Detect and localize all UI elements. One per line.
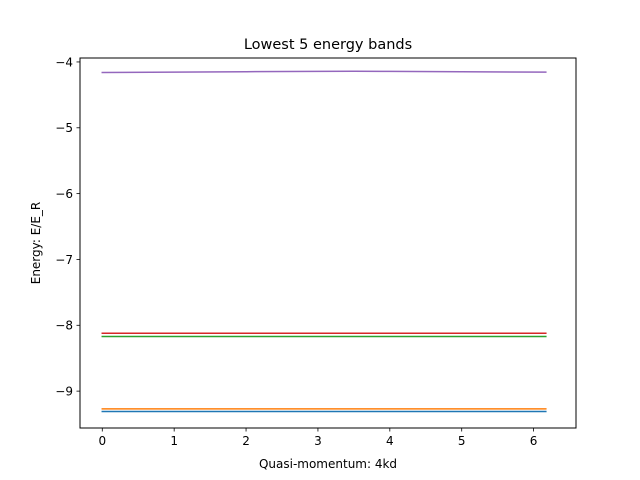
x-tick-label: 0	[98, 434, 106, 448]
y-axis: −9 −8 −7 −6 −5 −4	[55, 55, 80, 398]
chart-title: Lowest 5 energy bands	[244, 37, 412, 53]
y-tick-label: −8	[55, 319, 73, 333]
y-tick-label: −4	[55, 55, 73, 69]
x-axis: 0 1 2 3 4 5 6	[98, 428, 537, 448]
y-tick-label: −9	[55, 384, 73, 398]
y-axis-label: Energy: E/E_R	[29, 202, 43, 285]
axes-frame	[79, 57, 577, 429]
y-tick-label: −5	[55, 121, 73, 135]
x-tick-label: 4	[386, 434, 394, 448]
series-line-5	[101, 70, 547, 74]
x-tick-label: 5	[458, 434, 466, 448]
x-tick-label: 6	[530, 434, 538, 448]
plot-area	[101, 70, 547, 413]
x-tick-label: 3	[314, 434, 322, 448]
x-axis-label: Quasi-momentum: 4kd	[259, 457, 397, 471]
y-tick-label: −6	[55, 187, 73, 201]
x-tick-label: 2	[242, 434, 250, 448]
y-tick-label: −7	[55, 253, 73, 267]
x-tick-label: 1	[170, 434, 178, 448]
